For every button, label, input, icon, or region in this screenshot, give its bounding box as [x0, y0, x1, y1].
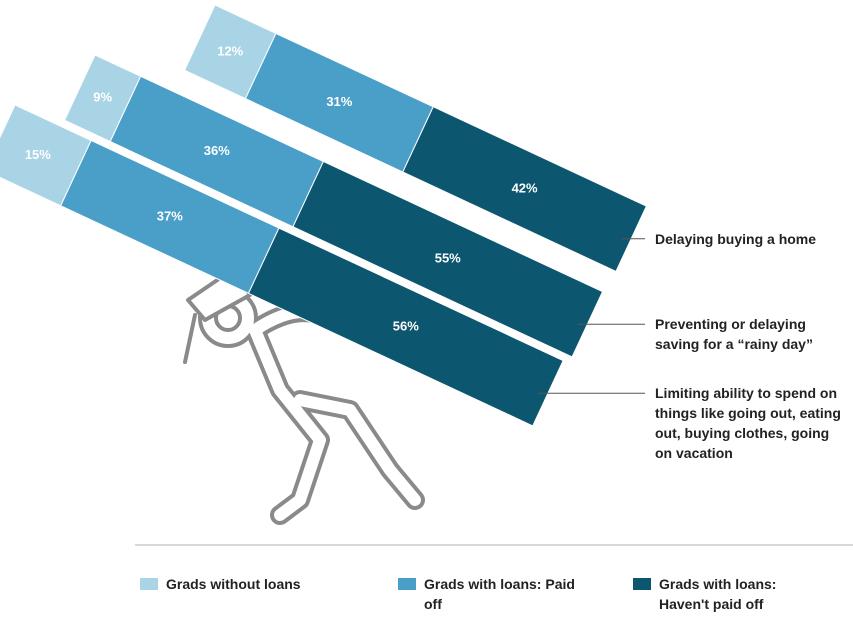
stacked-bar [0, 104, 564, 427]
value-label: 55% [435, 251, 461, 266]
stacked-bar [183, 4, 648, 273]
category-label: Preventing or delaying saving for a “rai… [655, 316, 813, 353]
category-label: Limiting ability to spend on things like… [655, 385, 841, 462]
legend-label: Grads without loans [166, 576, 301, 592]
value-label: 12% [217, 43, 243, 58]
legend-swatch [140, 578, 158, 590]
value-label: 42% [512, 181, 538, 196]
category-label: Delaying buying a home [655, 230, 817, 247]
value-label: 56% [393, 318, 419, 333]
value-label: 37% [157, 208, 183, 223]
value-label: 36% [204, 143, 230, 158]
legend-swatch [633, 578, 651, 590]
value-label: 9% [93, 90, 112, 105]
legend-swatch [398, 578, 416, 590]
legend-label: Grads with loans: Haven't paid off [659, 576, 777, 612]
value-label: 15% [25, 147, 51, 162]
legend-label: Grads with loans: Paid off [424, 576, 575, 612]
stacked-bar [63, 54, 604, 358]
value-label: 31% [326, 94, 352, 109]
